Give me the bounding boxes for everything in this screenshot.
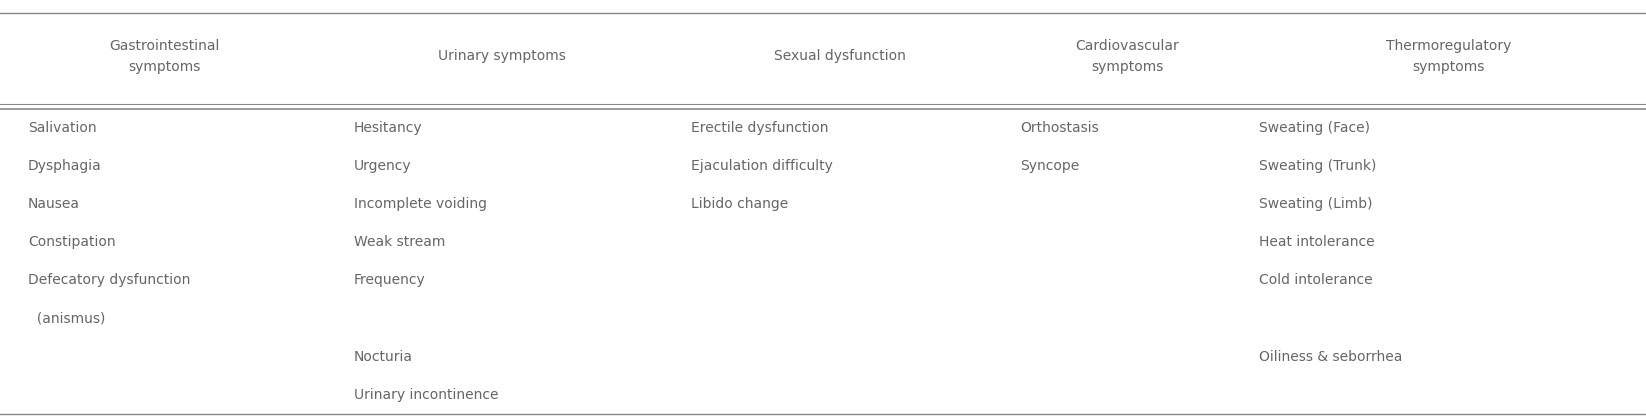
Text: Weak stream: Weak stream (354, 235, 446, 249)
Text: (anismus): (anismus) (28, 311, 105, 326)
Text: Hesitancy: Hesitancy (354, 121, 423, 135)
Text: Nocturia: Nocturia (354, 349, 413, 364)
Text: Frequency: Frequency (354, 273, 426, 287)
Text: Cardiovascular
symptoms: Cardiovascular symptoms (1075, 39, 1180, 74)
Text: Salivation: Salivation (28, 121, 97, 135)
Text: Defecatory dysfunction: Defecatory dysfunction (28, 273, 191, 287)
Text: Heat intolerance: Heat intolerance (1259, 235, 1374, 249)
Text: Urinary symptoms: Urinary symptoms (438, 49, 566, 64)
Text: Urgency: Urgency (354, 159, 412, 173)
Text: Incomplete voiding: Incomplete voiding (354, 197, 487, 211)
Text: Sweating (Trunk): Sweating (Trunk) (1259, 159, 1376, 173)
Text: Ejaculation difficulty: Ejaculation difficulty (691, 159, 833, 173)
Text: Syncope: Syncope (1021, 159, 1080, 173)
Text: Cold intolerance: Cold intolerance (1259, 273, 1373, 287)
Text: Nausea: Nausea (28, 197, 81, 211)
Text: Libido change: Libido change (691, 197, 788, 211)
Text: Urinary incontinence: Urinary incontinence (354, 388, 499, 402)
Text: Erectile dysfunction: Erectile dysfunction (691, 121, 830, 135)
Text: Sweating (Limb): Sweating (Limb) (1259, 197, 1373, 211)
Text: Constipation: Constipation (28, 235, 115, 249)
Text: Sweating (Face): Sweating (Face) (1259, 121, 1369, 135)
Text: Dysphagia: Dysphagia (28, 159, 102, 173)
Text: Orthostasis: Orthostasis (1021, 121, 1100, 135)
Text: Thermoregulatory
symptoms: Thermoregulatory symptoms (1386, 39, 1511, 74)
Text: Oiliness & seborrhea: Oiliness & seborrhea (1259, 349, 1402, 364)
Text: Gastrointestinal
symptoms: Gastrointestinal symptoms (109, 39, 221, 74)
Text: Sexual dysfunction: Sexual dysfunction (774, 49, 905, 64)
